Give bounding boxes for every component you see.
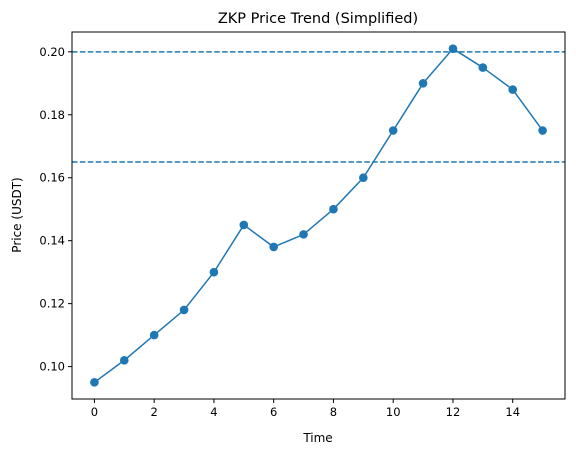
data-point — [359, 173, 368, 183]
x-tick-label: 8 — [330, 405, 337, 419]
y-tick-label: 0.18 — [39, 108, 65, 122]
data-point — [478, 63, 488, 72]
y-tick-label: 0.16 — [39, 171, 65, 185]
data-point — [179, 305, 189, 315]
data-point — [239, 220, 249, 230]
y-axis-label: Price (USDT) — [10, 177, 24, 252]
chart-title: ZKP Price Trend (Simplified) — [218, 11, 418, 27]
data-point — [119, 355, 129, 365]
data-point — [90, 378, 99, 387]
plot-frame — [71, 31, 566, 400]
y-tick-label: 0.20 — [39, 45, 65, 59]
series-line — [93, 47, 544, 383]
y-tick-label: 0.10 — [39, 360, 65, 374]
x-tick-label: 10 — [386, 405, 401, 419]
reference-lines — [72, 51, 565, 163]
x-tick-label: 14 — [505, 405, 520, 419]
data-point — [209, 267, 219, 277]
y-tick-label: 0.14 — [39, 234, 65, 248]
data-series — [90, 44, 547, 387]
data-point — [508, 85, 518, 94]
x-axis-label: Time — [302, 431, 332, 445]
data-point — [299, 230, 308, 239]
x-tick-label: 0 — [91, 405, 98, 419]
data-point — [388, 126, 398, 135]
x-tick-label: 12 — [446, 405, 461, 419]
data-point — [448, 44, 458, 53]
data-point — [418, 79, 428, 88]
data-point — [149, 330, 159, 340]
data-point — [269, 242, 278, 252]
y-tick-label: 0.12 — [39, 297, 65, 311]
data-point — [329, 204, 338, 214]
data-point — [538, 126, 547, 135]
x-tick-label: 6 — [270, 405, 277, 419]
x-tick-label: 2 — [151, 405, 158, 419]
axes: 0 2 4 6 8 10 12 14 0.10 0.12 0.14 0.16 0.18 0.20 — [39, 45, 520, 419]
x-tick-label: 4 — [210, 405, 217, 419]
